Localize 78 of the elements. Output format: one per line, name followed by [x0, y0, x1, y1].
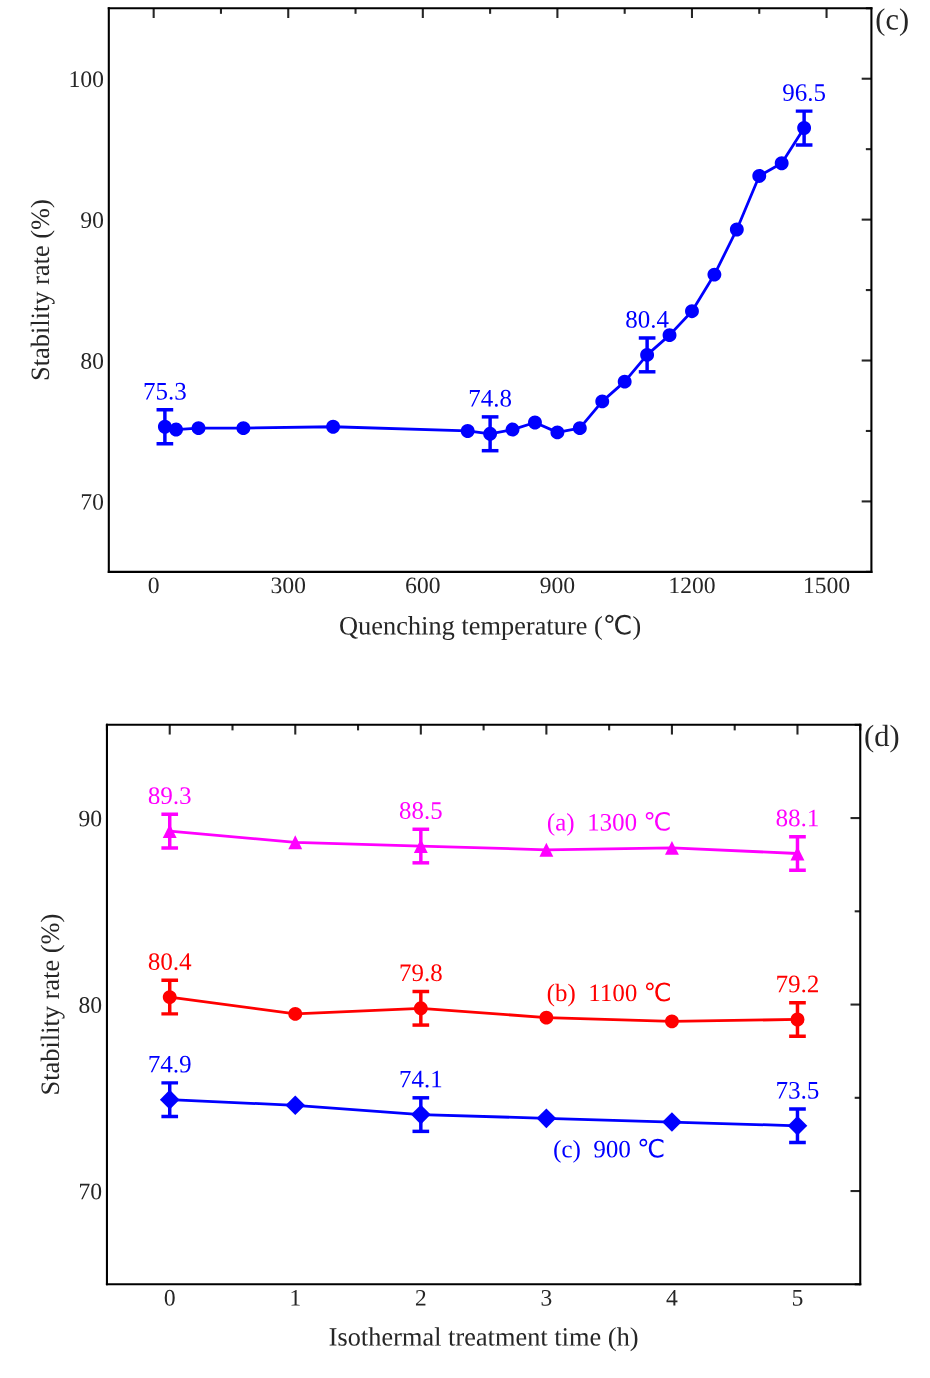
point	[483, 426, 498, 441]
point	[774, 156, 789, 171]
point	[169, 422, 184, 437]
series-label: (c) 900 ℃	[554, 1138, 664, 1163]
x-tick-label: 2	[415, 1289, 426, 1306]
annotation: 80.4	[148, 953, 192, 971]
y-axis-title: Stability rate (%)	[30, 200, 55, 380]
annotation: 74.1	[400, 1070, 442, 1088]
annotation: 79.2	[777, 975, 818, 993]
annotation: 73.5	[777, 1081, 819, 1099]
y-tick-label: 90	[79, 810, 102, 827]
y-tick-label: 80	[81, 353, 104, 369]
x-axis-title: Isothermal treatment time (h)	[329, 1327, 638, 1352]
text: (d)	[865, 724, 899, 753]
annotation: 96.5	[783, 84, 826, 102]
point	[662, 328, 677, 343]
point	[797, 121, 812, 135]
point	[528, 415, 542, 430]
point	[752, 169, 767, 183]
x-tick-label: 900	[540, 577, 575, 594]
point	[664, 1014, 679, 1029]
y-tick-label: 90	[81, 212, 104, 229]
x-axis-title: Quenching temperature (℃)	[340, 614, 641, 641]
annotation: 74.9	[149, 1055, 191, 1073]
point	[191, 421, 206, 436]
y-tick-label: 70	[80, 1183, 102, 1200]
text: (c)	[876, 8, 908, 36]
point	[505, 422, 520, 437]
x-tick-label: 600	[406, 577, 440, 594]
annotation: 74.8	[469, 389, 512, 407]
point	[288, 1006, 303, 1021]
point	[685, 304, 699, 319]
x-tick-label: 1200	[670, 577, 715, 594]
point	[572, 421, 587, 436]
annotation: 89.3	[148, 787, 191, 805]
point	[411, 1104, 431, 1125]
point	[413, 1001, 428, 1016]
point	[539, 1010, 554, 1025]
series-label: (b) 1100 ℃	[547, 982, 670, 1007]
point	[157, 419, 172, 434]
y-tick-label: 80	[79, 997, 102, 1013]
point	[664, 840, 679, 855]
y-tick-label: 70	[81, 493, 104, 510]
point	[787, 1115, 808, 1136]
point	[550, 425, 565, 440]
point	[640, 347, 655, 362]
point	[285, 1095, 306, 1116]
annotation: 80.4	[626, 310, 669, 328]
point	[413, 839, 428, 853]
point	[595, 394, 610, 409]
annotation: 88.5	[399, 802, 442, 820]
y-tick-label: 100	[70, 71, 104, 88]
x-tick-label: 0	[148, 577, 159, 594]
x-tick-label: 3	[541, 1289, 552, 1306]
point	[460, 424, 475, 438]
x-tick-label: 4	[666, 1290, 678, 1306]
point	[326, 419, 341, 434]
point	[662, 1112, 682, 1132]
point	[707, 267, 722, 282]
annotation: 75.3	[144, 382, 186, 400]
point	[288, 835, 303, 850]
point	[236, 421, 251, 436]
annotation: 79.8	[400, 964, 442, 982]
x-tick-label: 1500	[805, 577, 850, 594]
point	[790, 1012, 805, 1027]
point	[159, 1089, 180, 1110]
point	[162, 990, 177, 1005]
point	[617, 374, 632, 389]
x-tick-label: 0	[164, 1289, 175, 1306]
x-tick-label: 1	[291, 1289, 300, 1306]
point	[729, 222, 744, 237]
x-tick-label: 300	[271, 577, 306, 594]
x-tick-label: 5	[792, 1290, 803, 1306]
annotation: 88.1	[776, 809, 818, 827]
series-label: (a) 1300 ℃	[547, 811, 670, 836]
y-axis-title: Stability rate (%)	[40, 914, 65, 1094]
point	[536, 1108, 557, 1129]
point	[539, 842, 554, 857]
